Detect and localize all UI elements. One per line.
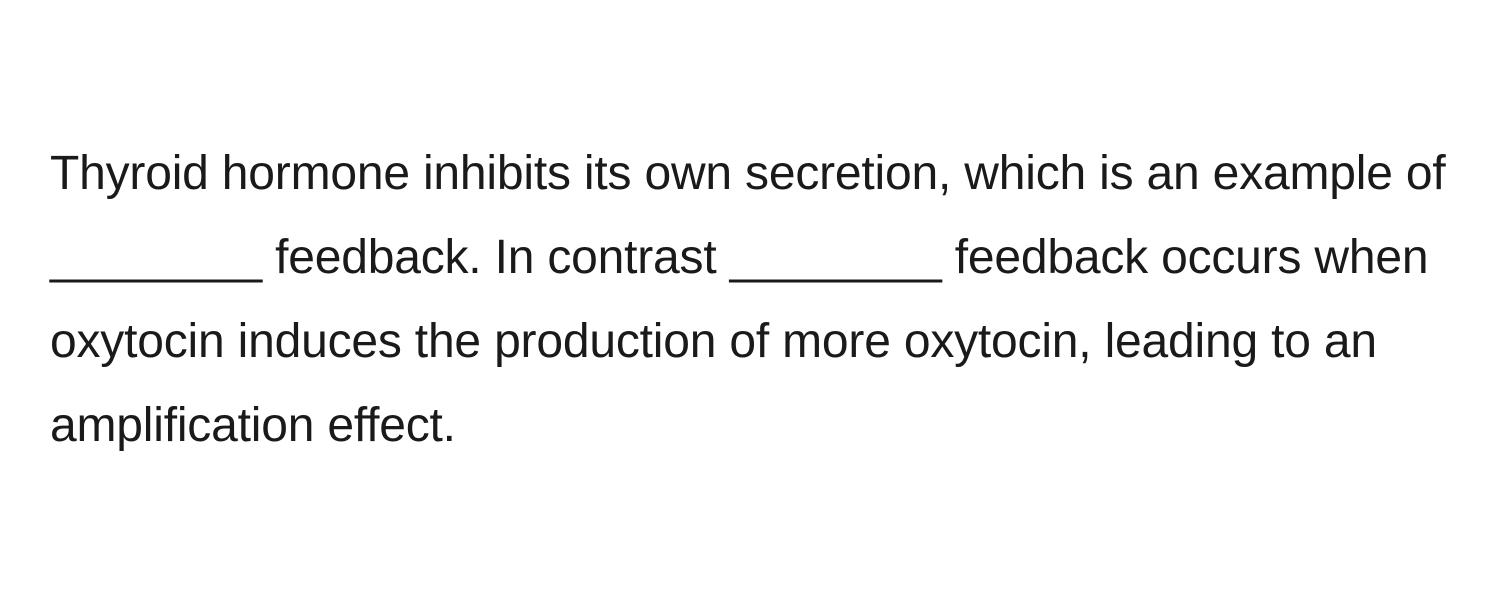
question-text: Thyroid hormone inhibits its own secreti… <box>50 132 1450 468</box>
